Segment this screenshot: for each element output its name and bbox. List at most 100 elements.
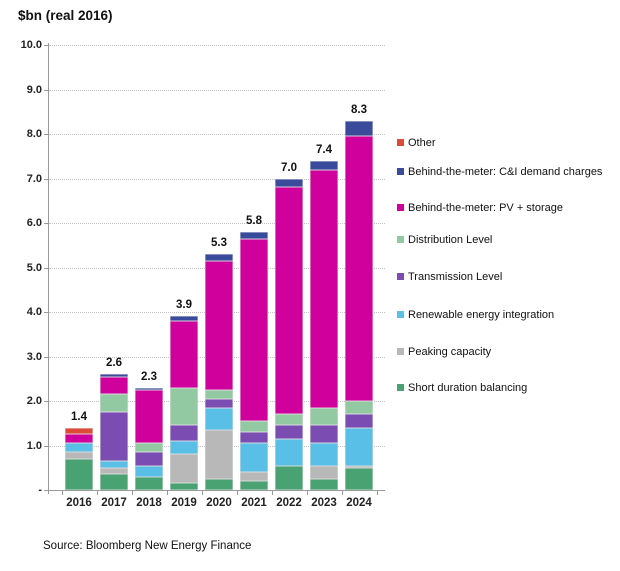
legend-swatch-icon xyxy=(397,311,404,318)
bar-segment-behind-the-meter-pv-storage xyxy=(275,187,303,415)
bar-segment-behind-the-meter-pv-storage xyxy=(240,238,268,421)
legend-item-renewable-energy-integration: Renewable energy integration xyxy=(397,309,615,323)
x-axis-label: 2022 xyxy=(276,497,302,509)
bar-segment-behind-the-meter-pv-storage xyxy=(65,434,93,444)
legend-swatch-icon xyxy=(397,139,404,146)
x-axis-tick xyxy=(306,491,308,495)
legend-label: Distribution Level xyxy=(408,234,493,246)
x-axis-tick xyxy=(341,491,343,495)
y-axis-label: 8.0 xyxy=(26,128,42,140)
bar-segment-peaking-capacity xyxy=(170,454,198,484)
chart-title: $bn (real 2016) xyxy=(18,8,113,23)
bar-segment-behind-the-meter-pv-storage xyxy=(205,260,233,390)
legend-label: Short duration balancing xyxy=(408,382,528,394)
x-axis-label: 2016 xyxy=(66,497,92,509)
bar-segment-transmission-level xyxy=(135,452,163,466)
y-axis-label: 3.0 xyxy=(26,350,42,363)
legend-swatch-icon xyxy=(397,168,404,175)
legend-label: Behind-the-meter: PV + storage xyxy=(408,202,563,214)
bar-segment-renewable-energy-integration xyxy=(310,443,338,466)
legend-item-distribution-level: Distribution Level xyxy=(397,234,615,248)
legend-label: Behind-the-meter: C&I demand charges xyxy=(408,166,603,178)
bar-segment-peaking-capacity xyxy=(240,472,268,482)
x-axis-tick xyxy=(271,491,273,495)
x-axis-label: 2018 xyxy=(136,497,162,509)
legend-item-other: Other xyxy=(397,137,615,151)
bar-segment-behind-the-meter-c-i-demand-charges xyxy=(135,387,163,390)
bar-total-label: 8.3 xyxy=(351,103,367,116)
y-gridline xyxy=(49,45,385,46)
y-gridline xyxy=(49,134,385,135)
y-axis-label: 2.0 xyxy=(26,395,42,407)
legend-swatch-icon xyxy=(397,348,404,355)
bar-segment-short-duration-balancing xyxy=(310,478,338,490)
legend-label: Renewable energy integration xyxy=(408,309,555,321)
bar-segment-transmission-level xyxy=(205,398,233,408)
bar-total-label: 7.4 xyxy=(316,143,332,156)
legend-label: Peaking capacity xyxy=(408,346,492,358)
bar-segment-short-duration-balancing xyxy=(65,458,93,490)
bar-segment-renewable-energy-integration xyxy=(170,441,198,455)
bar-segment-renewable-energy-integration xyxy=(205,407,233,430)
bar-segment-peaking-capacity xyxy=(65,452,93,459)
y-axis xyxy=(48,43,49,494)
legend-swatch-icon xyxy=(397,384,404,391)
y-gridline xyxy=(49,178,385,180)
x-axis-label: 2023 xyxy=(311,497,337,509)
x-axis-tick xyxy=(236,491,238,495)
x-axis-label: 2024 xyxy=(346,497,372,509)
bar-segment-transmission-level xyxy=(275,425,303,439)
bar-segment-behind-the-meter-c-i-demand-charges xyxy=(100,374,128,377)
bar-segment-behind-the-meter-c-i-demand-charges xyxy=(310,160,338,170)
bar-segment-distribution-level xyxy=(275,414,303,426)
y-axis-label: 7.0 xyxy=(26,172,42,185)
x-axis-label: 2019 xyxy=(171,497,197,509)
bar-segment-other xyxy=(65,427,93,435)
bar-total-label: 5.8 xyxy=(246,214,262,227)
source-caption: Source: Bloomberg New Energy Finance xyxy=(43,540,252,552)
bar-segment-short-duration-balancing xyxy=(205,478,233,490)
bar-segment-behind-the-meter-c-i-demand-charges xyxy=(345,120,373,137)
bar-segment-transmission-level xyxy=(100,412,128,462)
bar-segment-short-duration-balancing xyxy=(170,483,198,490)
bar-total-label: 2.6 xyxy=(106,357,122,370)
x-axis-tick xyxy=(61,491,63,495)
bar-segment-distribution-level xyxy=(310,407,338,426)
bar-segment-short-duration-balancing xyxy=(135,476,163,490)
y-axis-tick xyxy=(44,89,48,91)
bar-total-label: 5.3 xyxy=(211,237,227,250)
y-axis-label: 9.0 xyxy=(26,83,42,96)
bar-segment-peaking-capacity xyxy=(310,465,338,479)
bar-segment-renewable-energy-integration xyxy=(135,465,163,477)
y-axis-tick xyxy=(44,312,48,313)
y-axis-tick xyxy=(44,445,48,447)
legend-item-behind-the-meter-c-i-demand-charges: Behind-the-meter: C&I demand charges xyxy=(397,166,615,180)
bar-segment-behind-the-meter-pv-storage xyxy=(100,376,128,395)
bar-segment-distribution-level xyxy=(205,389,233,399)
bar-segment-distribution-level xyxy=(170,387,198,426)
y-axis-tick xyxy=(44,178,48,180)
x-axis-label: 2020 xyxy=(206,497,232,509)
x-axis-tick xyxy=(376,491,378,495)
y-axis-label: 4.0 xyxy=(26,306,42,318)
bar-total-label: 1.4 xyxy=(71,410,87,423)
x-axis xyxy=(48,490,385,491)
bar-total-label: 3.9 xyxy=(176,299,192,312)
legend-swatch-icon xyxy=(397,273,404,280)
bar-segment-distribution-level xyxy=(100,394,128,413)
bar-segment-short-duration-balancing xyxy=(100,474,128,490)
bar-segment-short-duration-balancing xyxy=(275,465,303,490)
bar-segment-transmission-level xyxy=(240,432,268,444)
bar-segment-distribution-level xyxy=(345,401,373,415)
bar-segment-renewable-energy-integration xyxy=(240,443,268,473)
x-axis-tick xyxy=(96,491,98,495)
x-axis-tick xyxy=(201,491,203,495)
bar-segment-short-duration-balancing xyxy=(345,467,373,490)
legend-item-transmission-level: Transmission Level xyxy=(397,271,615,285)
bar-segment-behind-the-meter-c-i-demand-charges xyxy=(205,254,233,261)
bar-segment-behind-the-meter-pv-storage xyxy=(170,320,198,388)
bar-segment-peaking-capacity xyxy=(205,429,233,479)
y-gridline xyxy=(49,89,385,91)
legend-swatch-icon xyxy=(397,204,404,211)
